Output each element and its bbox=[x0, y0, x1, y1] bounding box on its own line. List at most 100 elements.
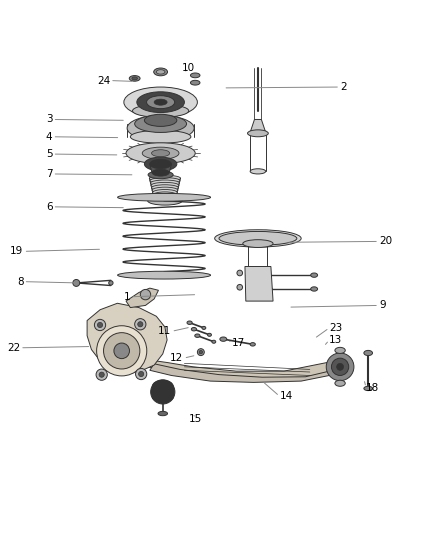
Ellipse shape bbox=[152, 169, 169, 176]
Text: 12: 12 bbox=[170, 353, 184, 363]
Ellipse shape bbox=[237, 285, 243, 290]
Ellipse shape bbox=[142, 147, 179, 159]
Ellipse shape bbox=[148, 171, 173, 179]
Ellipse shape bbox=[131, 130, 191, 143]
Ellipse shape bbox=[154, 195, 176, 200]
Text: 19: 19 bbox=[10, 246, 24, 256]
Ellipse shape bbox=[191, 73, 200, 78]
Text: 5: 5 bbox=[46, 149, 53, 159]
Circle shape bbox=[95, 319, 106, 330]
Text: 24: 24 bbox=[97, 76, 110, 86]
Ellipse shape bbox=[335, 380, 345, 386]
Text: 8: 8 bbox=[17, 277, 24, 287]
Ellipse shape bbox=[126, 143, 195, 164]
Ellipse shape bbox=[311, 287, 318, 291]
Text: 13: 13 bbox=[329, 335, 343, 345]
Ellipse shape bbox=[149, 175, 180, 181]
Polygon shape bbox=[250, 119, 266, 132]
Ellipse shape bbox=[364, 350, 372, 356]
Ellipse shape bbox=[198, 349, 204, 356]
Ellipse shape bbox=[152, 185, 178, 191]
Polygon shape bbox=[87, 303, 167, 374]
Ellipse shape bbox=[195, 334, 200, 337]
Ellipse shape bbox=[134, 115, 187, 132]
Ellipse shape bbox=[199, 350, 202, 354]
Ellipse shape bbox=[215, 230, 301, 247]
Ellipse shape bbox=[220, 337, 227, 341]
Ellipse shape bbox=[147, 96, 175, 109]
Text: 22: 22 bbox=[7, 343, 20, 353]
Circle shape bbox=[138, 372, 144, 377]
Polygon shape bbox=[245, 266, 273, 301]
Ellipse shape bbox=[152, 187, 178, 193]
Ellipse shape bbox=[202, 326, 206, 329]
Text: 15: 15 bbox=[189, 414, 202, 424]
Ellipse shape bbox=[248, 238, 268, 244]
Ellipse shape bbox=[152, 150, 170, 157]
Ellipse shape bbox=[148, 197, 182, 205]
Ellipse shape bbox=[152, 190, 177, 196]
Circle shape bbox=[99, 372, 104, 377]
Ellipse shape bbox=[152, 380, 173, 392]
Ellipse shape bbox=[191, 80, 200, 85]
Ellipse shape bbox=[247, 130, 268, 137]
Ellipse shape bbox=[335, 348, 345, 353]
Ellipse shape bbox=[150, 177, 180, 184]
Text: 17: 17 bbox=[232, 338, 245, 349]
Ellipse shape bbox=[152, 394, 173, 401]
Ellipse shape bbox=[212, 340, 216, 343]
Ellipse shape bbox=[364, 386, 372, 391]
Ellipse shape bbox=[145, 114, 177, 126]
Text: 18: 18 bbox=[366, 383, 379, 393]
Ellipse shape bbox=[151, 180, 180, 186]
Polygon shape bbox=[126, 288, 159, 308]
Text: 10: 10 bbox=[182, 63, 195, 74]
Ellipse shape bbox=[250, 343, 255, 346]
Circle shape bbox=[135, 368, 147, 379]
Ellipse shape bbox=[219, 231, 297, 245]
Circle shape bbox=[332, 358, 349, 375]
Ellipse shape bbox=[248, 268, 268, 274]
Ellipse shape bbox=[117, 193, 211, 201]
Circle shape bbox=[326, 353, 354, 381]
Ellipse shape bbox=[127, 116, 194, 141]
Ellipse shape bbox=[73, 279, 80, 286]
Circle shape bbox=[138, 321, 143, 327]
Text: 6: 6 bbox=[46, 202, 53, 212]
Text: 20: 20 bbox=[379, 237, 392, 246]
Polygon shape bbox=[150, 164, 171, 173]
Text: 3: 3 bbox=[46, 115, 53, 125]
Ellipse shape bbox=[145, 157, 177, 171]
Circle shape bbox=[134, 319, 146, 330]
Circle shape bbox=[151, 380, 175, 404]
Ellipse shape bbox=[154, 68, 168, 76]
Ellipse shape bbox=[311, 273, 318, 277]
Text: 23: 23 bbox=[329, 323, 343, 333]
Circle shape bbox=[97, 326, 147, 376]
Ellipse shape bbox=[117, 271, 211, 279]
Ellipse shape bbox=[137, 92, 184, 112]
Text: 4: 4 bbox=[46, 132, 53, 142]
Ellipse shape bbox=[153, 192, 177, 198]
Circle shape bbox=[114, 343, 130, 359]
Text: 14: 14 bbox=[279, 391, 293, 401]
Text: 7: 7 bbox=[46, 169, 53, 179]
Text: 1: 1 bbox=[124, 292, 131, 302]
Ellipse shape bbox=[154, 99, 167, 105]
Circle shape bbox=[140, 289, 151, 300]
Ellipse shape bbox=[129, 76, 140, 81]
Ellipse shape bbox=[208, 333, 212, 336]
Ellipse shape bbox=[151, 182, 179, 189]
Circle shape bbox=[337, 364, 343, 370]
Ellipse shape bbox=[250, 169, 266, 174]
Ellipse shape bbox=[156, 70, 165, 74]
Ellipse shape bbox=[158, 411, 168, 416]
Circle shape bbox=[97, 322, 102, 328]
Ellipse shape bbox=[133, 104, 189, 117]
Ellipse shape bbox=[243, 240, 273, 247]
Ellipse shape bbox=[237, 270, 243, 276]
Ellipse shape bbox=[109, 281, 113, 285]
Ellipse shape bbox=[132, 77, 138, 80]
Polygon shape bbox=[131, 359, 344, 380]
Ellipse shape bbox=[124, 87, 198, 117]
